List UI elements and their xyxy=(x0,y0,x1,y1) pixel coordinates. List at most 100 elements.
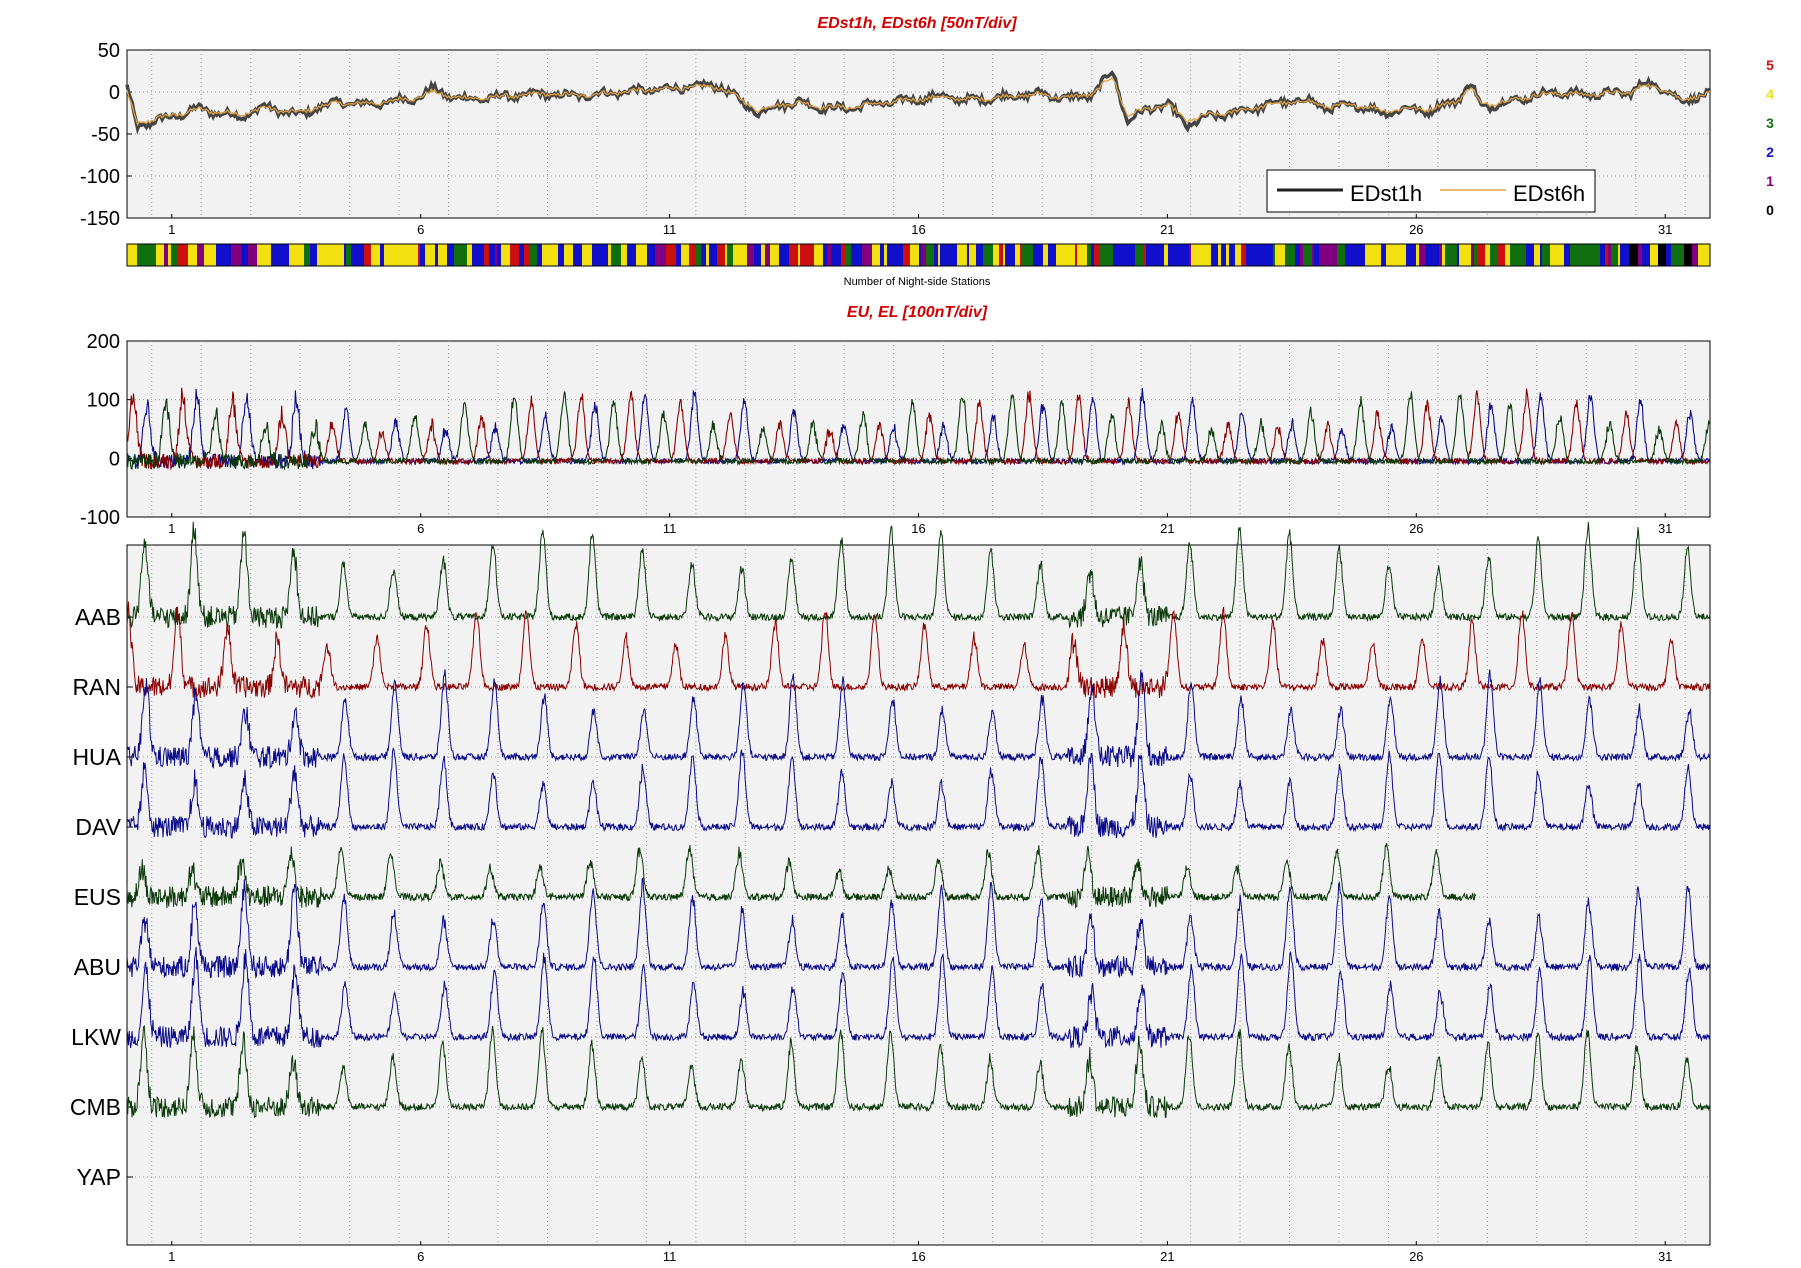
station-trace-ran xyxy=(126,601,1711,700)
color-strip-segment xyxy=(1094,244,1101,266)
color-strip-segment xyxy=(489,244,496,266)
x-tick-label: 26 xyxy=(1409,521,1423,536)
panel2-y-ticks: 200 100 0 -100 xyxy=(80,331,132,529)
color-strip-segment xyxy=(351,244,358,266)
color-strip-segment xyxy=(329,244,340,266)
color-strip-segment xyxy=(1075,244,1078,266)
x-tick-label: 6 xyxy=(417,222,424,237)
color-strip-segment xyxy=(192,244,198,266)
color-strip-segment xyxy=(304,244,311,266)
color-strip-segment xyxy=(1485,244,1491,266)
color-strip-segment xyxy=(851,244,857,266)
station-trace-aab xyxy=(126,521,1711,629)
station-trace-dav xyxy=(126,747,1711,839)
color-strip-segment xyxy=(1235,244,1242,266)
station-label-dav: DAV xyxy=(75,814,121,840)
color-strip-segment xyxy=(997,244,1000,266)
station-trace-cmb xyxy=(126,1024,1711,1119)
color-strip-segment xyxy=(1241,244,1245,266)
color-strip-segment xyxy=(266,244,272,266)
x-tick-label: 31 xyxy=(1658,1249,1672,1264)
panel2-series-lines xyxy=(126,387,1711,471)
x-tick-label: 11 xyxy=(663,222,677,237)
color-strip-segment xyxy=(1517,244,1527,266)
color-strip-segment xyxy=(1146,244,1156,266)
color-strip-segment xyxy=(310,244,318,266)
color-strip-segment xyxy=(573,244,583,266)
color-strip-segment xyxy=(1365,244,1372,266)
color-strip-segment xyxy=(257,244,260,266)
color-strip-segment xyxy=(1608,244,1612,266)
station-label-ran: RAN xyxy=(72,674,121,700)
color-strip-segment xyxy=(435,244,439,266)
color-strip-segment xyxy=(1168,244,1174,266)
series-edst6h-line xyxy=(126,77,1711,127)
color-strip-segment xyxy=(1244,244,1247,266)
x-tick-label: 1 xyxy=(168,1249,175,1264)
color-strip-segment xyxy=(1592,244,1601,266)
color-strip-segment xyxy=(947,244,958,266)
color-strip-segment xyxy=(1003,244,1006,266)
color-strip-segment xyxy=(399,244,405,266)
color-strip-segment xyxy=(1100,244,1109,266)
color-strip-segment xyxy=(983,244,994,266)
color-strip-segment xyxy=(1015,244,1021,266)
color-strip-segment xyxy=(1295,244,1301,266)
color-strip-segment xyxy=(171,244,179,266)
color-key-5: 5 xyxy=(1766,57,1774,73)
color-strip-segment xyxy=(425,244,436,266)
color-strip-segment xyxy=(1474,244,1478,266)
color-strip-segment xyxy=(277,244,280,266)
color-strip-segment xyxy=(467,244,473,266)
color-strip-segment xyxy=(1048,244,1057,266)
color-strip-segment xyxy=(158,244,163,266)
color-strip-segment xyxy=(484,244,490,266)
color-strip-segment xyxy=(480,244,485,266)
color-strip-segment xyxy=(1359,244,1366,266)
color-strip-segment xyxy=(1229,244,1236,266)
color-strip-segment xyxy=(1638,244,1643,266)
x-tick-label: 21 xyxy=(1160,1249,1174,1264)
color-strip-segment xyxy=(798,244,801,266)
color-strip-segment xyxy=(412,244,419,266)
station-label-eus: EUS xyxy=(74,884,121,910)
color-strip-segment xyxy=(524,244,531,266)
color-strip-segment xyxy=(296,244,305,266)
color-key-2: 2 xyxy=(1766,144,1774,160)
color-strip-segment xyxy=(827,244,832,266)
color-strip-segment xyxy=(1221,244,1227,266)
color-strip-segment xyxy=(1534,244,1541,266)
color-strip-segment xyxy=(647,244,652,266)
color-strip-segment xyxy=(497,244,502,266)
color-strip-segment xyxy=(1191,244,1201,266)
x-tick-label: 1 xyxy=(168,222,175,237)
color-strip-segment xyxy=(204,244,214,266)
color-strip-segment xyxy=(603,244,609,266)
color-strip-segment xyxy=(1127,244,1134,266)
color-strip-segment xyxy=(1675,244,1685,266)
color-strip-segment xyxy=(231,244,242,266)
panel1-legend: EDst1h EDst6h xyxy=(1266,169,1596,213)
color-strip-segment xyxy=(156,244,159,266)
color-strip-segment xyxy=(1439,244,1443,266)
color-strip-segment xyxy=(542,244,552,266)
color-strip-segment xyxy=(789,244,799,266)
color-strip-segment xyxy=(1312,244,1315,266)
color-strip-segment xyxy=(761,244,766,266)
color-strip-segment xyxy=(1471,244,1475,266)
color-strip-segment xyxy=(1698,244,1703,266)
color-strip-segment xyxy=(1442,244,1446,266)
x-tick-label: 21 xyxy=(1160,521,1174,536)
color-strip-segment xyxy=(1542,244,1551,266)
color-strip-segment xyxy=(447,244,455,266)
color-strip-segment xyxy=(1466,244,1472,266)
color-strip-segment xyxy=(1419,244,1426,266)
color-strip-segment xyxy=(1285,244,1296,266)
color-strip-segment xyxy=(1226,244,1230,266)
color-strip-segment xyxy=(248,244,258,266)
color-strip-segment xyxy=(1375,244,1378,266)
y-tick-label: 100 xyxy=(87,390,120,412)
color-strip-segment xyxy=(1135,244,1144,266)
color-strip-segment xyxy=(137,244,148,266)
color-strip-segment xyxy=(1588,244,1593,266)
